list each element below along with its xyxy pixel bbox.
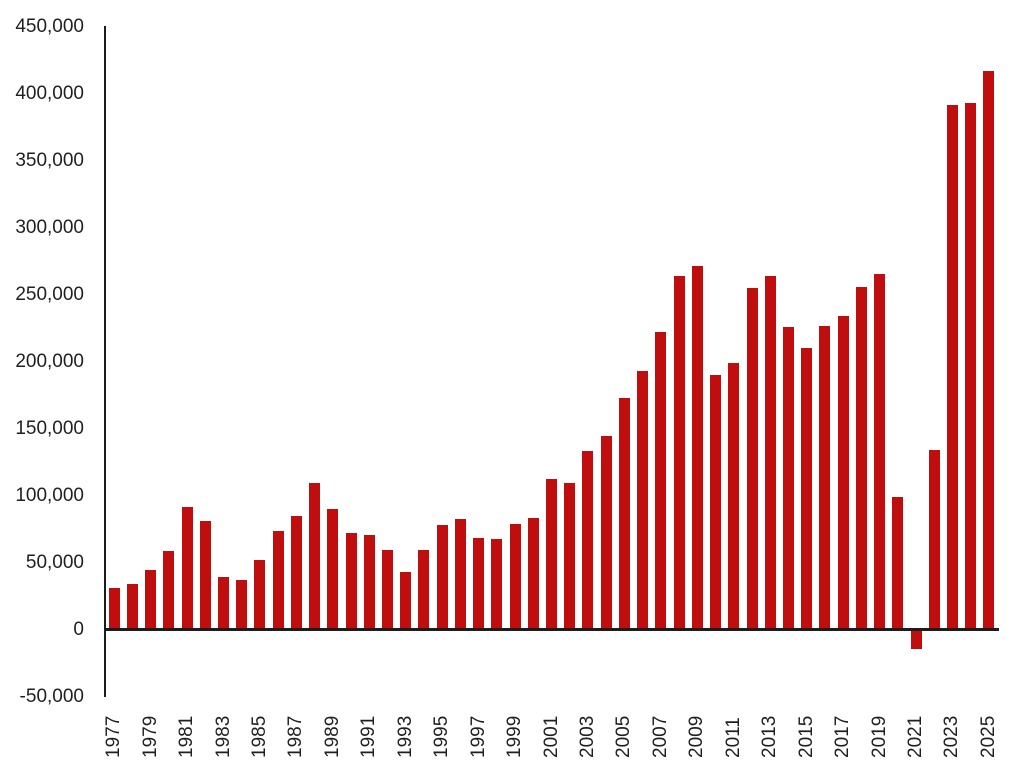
bar-2002 [564, 482, 576, 630]
x-tick-label-2001: 2001 [540, 715, 562, 758]
x-tick-label-1997: 1997 [467, 715, 489, 758]
x-tick-label-2003: 2003 [576, 715, 598, 758]
bar-1990 [345, 532, 357, 631]
x-tick-label-2021: 2021 [905, 715, 926, 758]
y-tick-label-400000: 400,000 [15, 83, 84, 104]
bar-1982 [199, 520, 211, 630]
bar-2015 [801, 347, 813, 630]
x-tick-label-1991: 1991 [358, 715, 380, 758]
x-tick-label-2009: 2009 [686, 715, 708, 758]
bar-1984 [236, 579, 248, 631]
bar-2024 [965, 102, 977, 630]
y-tick-label-200000: 200,000 [15, 351, 84, 372]
bar-1997 [473, 537, 485, 630]
bar-1983 [218, 577, 229, 630]
x-tick-label-1987: 1987 [285, 715, 307, 758]
bar-1981 [181, 506, 193, 630]
y-tick-label-100000: 100,000 [15, 485, 84, 506]
bar-1995 [436, 524, 448, 630]
bar-1988 [309, 482, 321, 630]
x-tick-label-2011: 2011 [722, 717, 744, 758]
x-tick-label-1999: 1999 [504, 715, 526, 758]
y-tick-label--50000: -50,000 [19, 686, 84, 707]
bar-1977 [108, 587, 120, 630]
x-tick-label-1993: 1993 [394, 715, 416, 758]
x-axis-line [104, 628, 999, 631]
x-tick-label-1985: 1985 [248, 715, 270, 758]
y-tick-label-150000: 150,000 [15, 418, 84, 439]
bar-2013 [764, 275, 776, 630]
bar-2016 [819, 325, 831, 630]
bar-1978 [126, 584, 138, 630]
bar-1998 [491, 538, 503, 630]
bar-2010 [710, 374, 721, 630]
bar-1989 [327, 509, 339, 630]
bar-2007 [655, 331, 667, 630]
y-tick-label-0: 0 [73, 619, 84, 640]
bar-2021 [910, 630, 922, 649]
x-tick-label-2007: 2007 [649, 715, 671, 758]
x-tick-label-2025: 2025 [977, 715, 999, 758]
y-tick-label-450000: 450,000 [15, 16, 84, 37]
bar-2001 [546, 479, 557, 631]
bar-1992 [382, 549, 393, 630]
bar-2018 [855, 287, 867, 630]
x-tick-label-1977: 1977 [103, 715, 125, 758]
x-tick-label-1981: 1981 [176, 715, 197, 758]
bar-1985 [254, 559, 266, 630]
y-tick-label-250000: 250,000 [15, 284, 84, 305]
x-tick-label-2005: 2005 [613, 715, 635, 758]
bar-2020 [892, 496, 904, 630]
x-tick-label-2015: 2015 [795, 715, 817, 758]
x-tick-label-2017: 2017 [832, 715, 854, 758]
bar-2009 [691, 266, 703, 630]
x-tick-label-1995: 1995 [431, 715, 453, 758]
x-tick-label-2023: 2023 [941, 715, 963, 758]
y-axis-line [104, 26, 106, 697]
bar-1979 [145, 570, 157, 630]
bar-2003 [582, 451, 594, 630]
bar-2017 [837, 316, 849, 630]
bar-1994 [418, 549, 430, 630]
bar-2008 [673, 276, 685, 630]
x-tick-label-2019: 2019 [868, 715, 890, 758]
y-tick-label-350000: 350,000 [15, 150, 84, 171]
y-tick-label-300000: 300,000 [15, 217, 84, 238]
x-tick-label-1989: 1989 [321, 715, 343, 758]
bar-2019 [874, 274, 885, 630]
x-tick-label-1983: 1983 [212, 715, 234, 758]
x-tick-label-2013: 2013 [759, 715, 781, 758]
bar-2023 [946, 105, 958, 630]
bar-1996 [454, 518, 466, 630]
bar-2014 [782, 326, 794, 630]
bar-2025 [983, 70, 995, 630]
x-tick-label-1979: 1979 [139, 715, 161, 758]
bar-2022 [928, 449, 940, 630]
y-axis-labels: 450,000 400,000 350,000 300,000 250,000 200,0… [0, 0, 86, 770]
bar-1980 [163, 550, 175, 630]
bar-1991 [363, 534, 375, 630]
bar-2004 [600, 436, 612, 630]
bar-1993 [400, 572, 412, 630]
bar-2000 [527, 518, 539, 630]
bar-2012 [746, 288, 758, 630]
bar-1999 [509, 524, 521, 630]
y-tick-label-50000: 50,000 [25, 552, 84, 573]
bar-2011 [728, 362, 740, 630]
bar-2006 [637, 371, 649, 630]
bar-1987 [290, 516, 302, 630]
bar-2005 [618, 398, 630, 630]
bar-1986 [272, 530, 284, 630]
